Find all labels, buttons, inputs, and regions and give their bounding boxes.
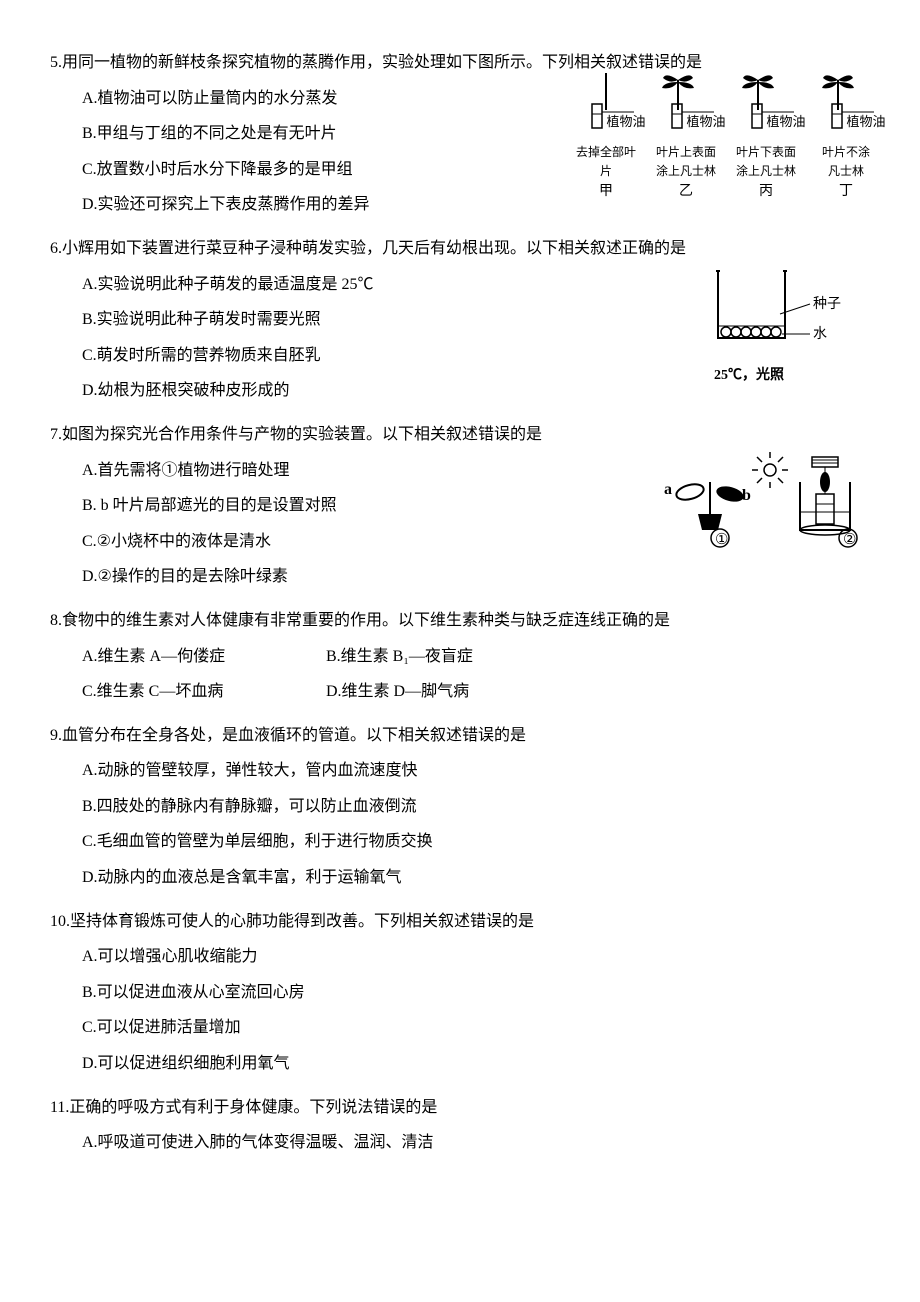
option-b: B.四肢处的静脉内有静脉瓣，可以防止血液倒流	[50, 794, 870, 820]
caption-bing-top: 叶片下表面	[736, 143, 796, 162]
oil-label: 植物油	[846, 112, 885, 133]
svg-text:②: ②	[843, 532, 856, 548]
oil-label: 植物油	[606, 112, 645, 133]
svg-text:水: 水	[813, 326, 827, 342]
question-text: 9.血管分布在全身各处，是血液循环的管道。以下相关叙述错误的是	[50, 723, 870, 749]
plant-diagram-row: 植物油 去掉全部叶片 甲 植物油 叶片上表面 涂上凡士林 乙	[572, 70, 880, 204]
option-b: B.可以促进血液从心室流回心房	[50, 980, 870, 1006]
option-c: C.可以促进肺活量增加	[50, 1015, 870, 1041]
caption-jia-top: 去掉全部叶片	[572, 143, 640, 181]
caption-yi-mid: 涂上凡士林	[656, 162, 716, 181]
question-body: 如图为探究光合作用条件与产物的实验装置。以下相关叙述错误的是	[62, 426, 542, 443]
option-a: A.动脉的管壁较厚，弹性较大，管内血流速度快	[50, 758, 870, 784]
question-text: 6.小辉用如下装置进行菜豆种子浸种萌发实验，几天后有幼根出现。以下相关叙述正确的…	[50, 236, 870, 262]
question-text: 7.如图为探究光合作用条件与产物的实验装置。以下相关叙述错误的是	[50, 422, 870, 448]
question-body: 用同一植物的新鲜枝条探究植物的蒸腾作用，实验处理如下图所示。下列相关叙述错误的是	[62, 54, 702, 71]
caption-yi: 乙	[679, 181, 693, 203]
question-text: 11.正确的呼吸方式有利于身体健康。下列说法错误的是	[50, 1095, 870, 1121]
option-c: C.毛细血管的管壁为单层细胞，利于进行物质交换	[50, 829, 870, 855]
plant-item-jia: 植物油 去掉全部叶片 甲	[572, 70, 640, 204]
question-11: 11.正确的呼吸方式有利于身体健康。下列说法错误的是 A.呼吸道可使进入肺的气体…	[50, 1095, 870, 1156]
caption-ding-mid: 凡士林	[828, 162, 864, 181]
figure-transpiration: 植物油 去掉全部叶片 甲 植物油 叶片上表面 涂上凡士林 乙	[572, 70, 880, 204]
option-a: A.维生素 A—佝偻症	[82, 644, 282, 670]
question-text: 8.食物中的维生素对人体健康有非常重要的作用。以下维生素种类与缺乏症连线正确的是	[50, 608, 870, 634]
option-d: D.②操作的目的是去除叶绿素	[50, 564, 870, 590]
caption-ding: 丁	[839, 181, 853, 203]
question-5: 5.用同一植物的新鲜枝条探究植物的蒸腾作用，实验处理如下图所示。下列相关叙述错误…	[50, 50, 870, 218]
question-number: 5	[50, 54, 58, 71]
svg-text:a: a	[664, 481, 672, 498]
svg-text:种子: 种子	[813, 296, 841, 312]
question-text: 10.坚持体育锻炼可使人的心肺功能得到改善。下列相关叙述错误的是	[50, 909, 870, 935]
question-6: 6.小辉用如下装置进行菜豆种子浸种萌发实验，几天后有幼根出现。以下相关叙述正确的…	[50, 236, 870, 404]
oil-label: 植物油	[686, 112, 725, 133]
question-number: 9	[50, 727, 58, 744]
figure-beaker: 种子 水 25℃，光照	[710, 266, 850, 387]
option-b: B.维生素 B₁—夜盲症	[326, 644, 473, 670]
option-a: A.呼吸道可使进入肺的气体变得温暖、温润、清洁	[50, 1130, 870, 1156]
question-body: 小辉用如下装置进行菜豆种子浸种萌发实验，几天后有幼根出现。以下相关叙述正确的是	[62, 240, 686, 257]
option-a: A.可以增强心肌收缩能力	[50, 944, 870, 970]
question-body: 正确的呼吸方式有利于身体健康。下列说法错误的是	[69, 1099, 437, 1116]
oil-label: 植物油	[766, 112, 805, 133]
figure-photosynthesis: a b	[660, 452, 860, 561]
caption-yi-top: 叶片上表面	[656, 143, 716, 162]
plant-item-ding: 植物油 叶片不涂 凡士林 丁	[812, 70, 880, 204]
question-body: 血管分布在全身各处，是血液循环的管道。以下相关叙述错误的是	[62, 727, 526, 744]
options-row-1: A.维生素 A—佝偻症 B.维生素 B₁—夜盲症	[50, 644, 870, 670]
options-row-2: C.维生素 C—坏血病 D.维生素 D—脚气病	[50, 679, 870, 705]
option-d: D.维生素 D—脚气病	[326, 679, 469, 705]
option-c: C.维生素 C—坏血病	[82, 679, 282, 705]
question-number: 7	[50, 426, 58, 443]
question-body: 食物中的维生素对人体健康有非常重要的作用。以下维生素种类与缺乏症连线正确的是	[62, 612, 670, 629]
caption-bing: 丙	[759, 181, 773, 203]
question-number: 8	[50, 612, 58, 629]
svg-text:b: b	[742, 487, 751, 504]
beaker-svg: 种子 水	[710, 266, 850, 356]
caption-ding-top: 叶片不涂	[822, 143, 870, 162]
question-8: 8.食物中的维生素对人体健康有非常重要的作用。以下维生素种类与缺乏症连线正确的是…	[50, 608, 870, 705]
plant-item-bing: 植物油 叶片下表面 涂上凡士林 丙	[732, 70, 800, 204]
question-9: 9.血管分布在全身各处，是血液循环的管道。以下相关叙述错误的是 A.动脉的管壁较…	[50, 723, 870, 891]
question-number: 11	[50, 1099, 65, 1116]
option-d: D.可以促进组织细胞利用氧气	[50, 1051, 870, 1077]
beaker-caption: 25℃，光照	[710, 365, 850, 387]
question-number: 10	[50, 913, 66, 930]
question-7: 7.如图为探究光合作用条件与产物的实验装置。以下相关叙述错误的是 a b	[50, 422, 870, 590]
photosynthesis-svg: a b	[660, 452, 860, 552]
question-10: 10.坚持体育锻炼可使人的心肺功能得到改善。下列相关叙述错误的是 A.可以增强心…	[50, 909, 870, 1077]
option-d: D.动脉内的血液总是含氧丰富，利于运输氧气	[50, 865, 870, 891]
caption-jia: 甲	[599, 181, 613, 203]
svg-text:①: ①	[715, 532, 728, 548]
question-number: 6	[50, 240, 58, 257]
question-body: 坚持体育锻炼可使人的心肺功能得到改善。下列相关叙述错误的是	[70, 913, 534, 930]
caption-bing-mid: 涂上凡士林	[736, 162, 796, 181]
plant-item-yi: 植物油 叶片上表面 涂上凡士林 乙	[652, 70, 720, 204]
